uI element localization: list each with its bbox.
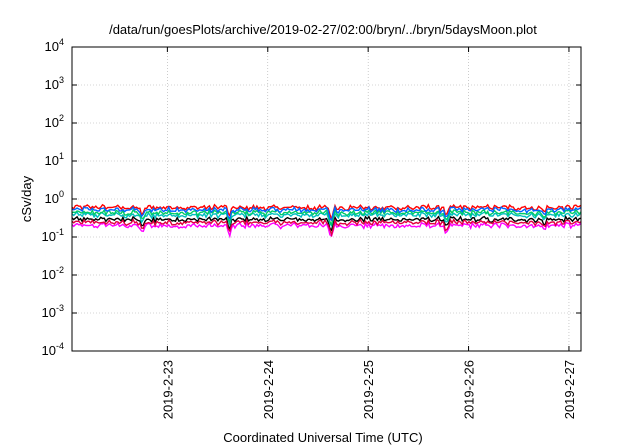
y-tick-label: 10-3: [42, 303, 64, 320]
x-tick-label: 2019-2-26: [462, 360, 477, 419]
y-tick-label: 10-4: [42, 341, 64, 358]
y-tick-label: 10-1: [42, 227, 64, 244]
series-line-4: [71, 210, 582, 228]
y-axis-ticks: 10-4 10-3 10-2 10-1 100 101 102 103 104: [42, 37, 581, 358]
chart-title: /data/run/goesPlots/archive/2019-02-27/0…: [109, 22, 537, 37]
series-line-5: [71, 208, 582, 227]
y-tick-label: 102: [45, 113, 64, 130]
x-tick-label: 2019-2-23: [160, 360, 175, 419]
x-tick-label: 2019-2-27: [562, 360, 577, 419]
series-line-1: [71, 220, 582, 239]
y-tick-label: 101: [45, 151, 64, 168]
x-axis-ticks: 2019-2-23 2019-2-24 2019-2-25 2019-2-26 2019…: [160, 47, 577, 419]
series-group: [71, 203, 582, 239]
x-tick-label: 2019-2-24: [261, 360, 276, 419]
x-axis-label: Coordinated Universal Time (UTC): [223, 430, 422, 445]
y-tick-label: 103: [45, 75, 64, 92]
grid: [72, 47, 581, 351]
x-tick-label: 2019-2-25: [361, 360, 376, 419]
y-tick-label: 100: [45, 189, 64, 206]
y-tick-label: 10-2: [42, 265, 64, 282]
series-line-6: [71, 204, 582, 222]
series-line-3: [71, 214, 582, 233]
y-tick-label: 104: [45, 37, 64, 54]
y-axis-label: cSv/day: [19, 175, 34, 222]
series-line-7: [71, 217, 582, 238]
